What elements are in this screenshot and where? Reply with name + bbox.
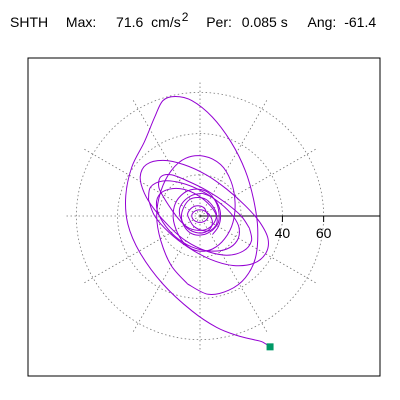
plot-frame <box>27 57 381 377</box>
grid-spoke-300 <box>199 215 269 334</box>
angle-value: -61.4 <box>344 14 377 30</box>
header-bar: SHTH Max: 71.6 cm/s2 Per: 0.085 s Ang: -… <box>10 10 395 36</box>
orbit-trace-segment-2 <box>158 174 250 236</box>
orbit-traces <box>124 96 271 348</box>
orbit-trace-segment-1 <box>156 155 236 285</box>
period-label: Per: <box>206 14 232 30</box>
grid-spoke-120 <box>131 98 201 217</box>
x-axis: 40 60 <box>200 215 380 241</box>
grid-spoke-150 <box>82 147 201 217</box>
orbit-trace-segment-6 <box>201 192 222 235</box>
orbit-trace-segment-0 <box>124 96 271 348</box>
orbit-trace-segment-4 <box>148 180 240 252</box>
x-tick-label-60: 60 <box>316 225 332 241</box>
max-label: Max: <box>65 14 97 30</box>
orbit-trace-segment-5 <box>178 192 213 234</box>
max-unit-exponent: 2 <box>181 10 189 24</box>
x-tick-label-40: 40 <box>275 225 291 241</box>
grid-spoke-330 <box>199 215 318 285</box>
grid-spoke-30 <box>199 147 318 217</box>
max-unit: cm/s <box>151 14 181 30</box>
grid-spoke-210 <box>82 215 201 285</box>
grid-spoke-60 <box>199 98 269 217</box>
station-code: SHTH <box>10 14 49 30</box>
angle-label: Ang: <box>307 14 337 30</box>
period-value: 0.085 s <box>241 14 288 30</box>
end-marker-layer <box>266 343 274 351</box>
grid-spoke-240 <box>131 215 201 334</box>
end-marker <box>266 343 274 351</box>
max-value: 71.6 <box>116 14 144 30</box>
